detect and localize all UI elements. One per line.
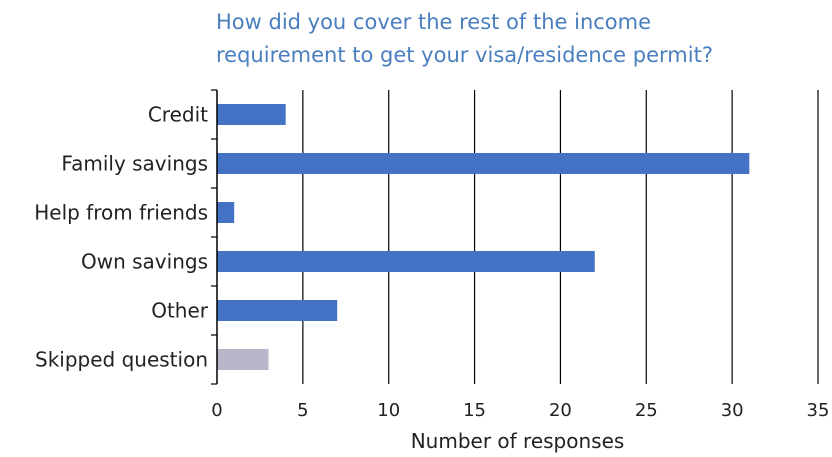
- bar: [217, 202, 235, 223]
- bar: [217, 153, 750, 174]
- bar: [217, 251, 595, 272]
- category-label: Credit: [148, 103, 208, 127]
- chart-title-line-1: How did you cover the rest of the income: [216, 10, 652, 34]
- bar: [217, 349, 269, 370]
- category-label: Skipped question: [35, 348, 208, 372]
- x-tick-label: 25: [635, 400, 658, 421]
- category-label: Other: [151, 299, 209, 323]
- x-tick-label: 5: [297, 400, 308, 421]
- x-tick-label: 35: [807, 400, 830, 421]
- x-tick-label: 15: [463, 400, 486, 421]
- category-label: Family savings: [61, 152, 208, 176]
- chart-title: How did you cover the rest of the income…: [216, 6, 816, 72]
- bar: [217, 300, 338, 321]
- x-tick-label: 10: [377, 400, 400, 421]
- bar: [217, 104, 286, 125]
- x-axis-label: Number of responses: [411, 429, 625, 453]
- category-labels: Credit Family savings Help from friends Own…: [34, 103, 209, 372]
- gridlines: [302, 90, 819, 384]
- bars: [217, 104, 750, 370]
- chart-title-line-2: requirement to get your visa/residence p…: [216, 43, 713, 67]
- tick-labels: 0 5 10 15 20 25 30 35: [211, 400, 829, 421]
- axes: [211, 89, 218, 385]
- x-tick-label: 20: [549, 400, 572, 421]
- category-label: Help from friends: [34, 201, 208, 225]
- x-tick-label: 30: [721, 400, 744, 421]
- category-label: Own savings: [81, 250, 208, 274]
- x-tick-label: 0: [211, 400, 222, 421]
